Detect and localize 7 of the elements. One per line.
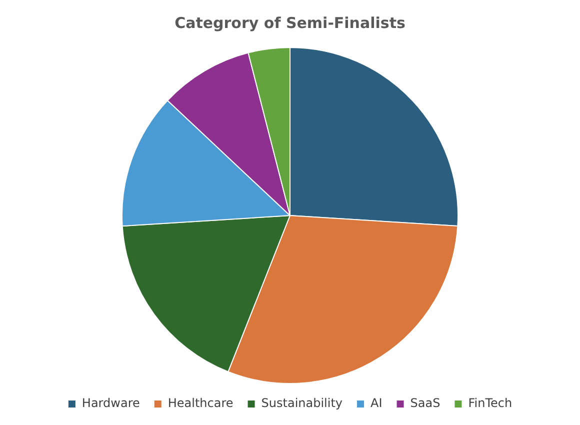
legend-label: AI (370, 396, 382, 410)
legend-label: Healthcare (168, 396, 234, 410)
chart-title: Categrory of Semi-Finalists (174, 14, 406, 32)
legend-label: Sustainability (261, 396, 343, 410)
legend-label: SaaS (410, 396, 440, 410)
legend-label: Hardware (82, 396, 140, 410)
legend-label: FinTech (468, 396, 512, 410)
